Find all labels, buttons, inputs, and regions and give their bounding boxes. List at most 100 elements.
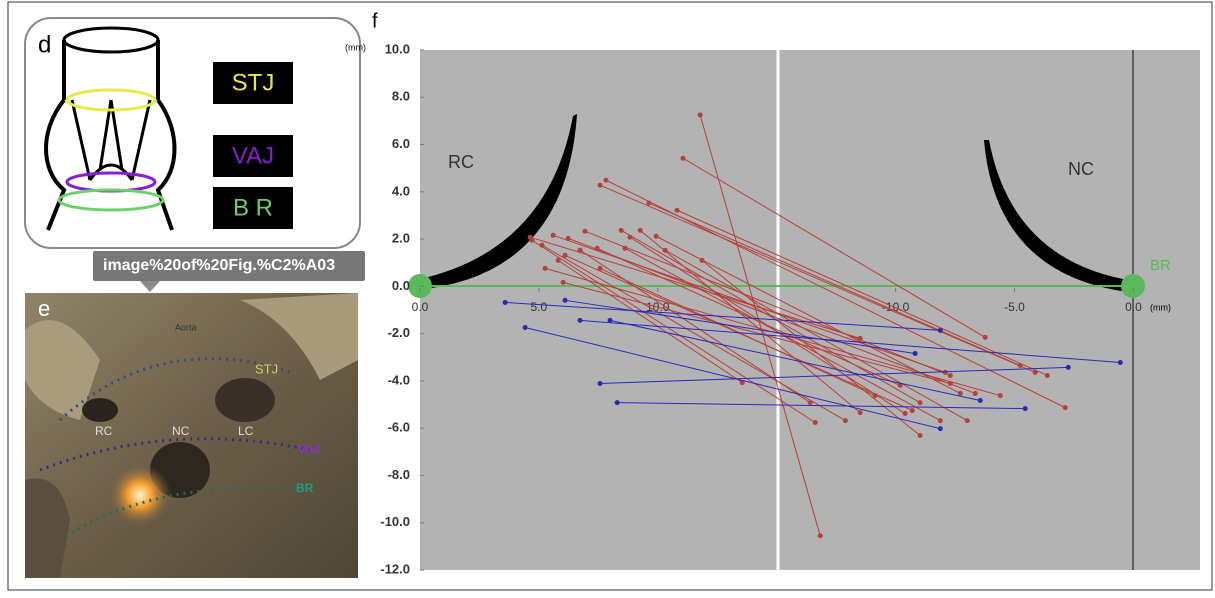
- point: [618, 227, 624, 233]
- point: [842, 418, 848, 424]
- point: [674, 207, 680, 213]
- point: [977, 398, 983, 404]
- segment: [682, 157, 986, 338]
- point: [646, 200, 652, 206]
- point: [937, 426, 943, 432]
- segment: [505, 301, 941, 331]
- point: [565, 235, 571, 241]
- tag-box: [213, 187, 293, 229]
- y-tick-label: 2.0: [392, 231, 410, 246]
- point: [1062, 405, 1068, 411]
- nc-cusp: [984, 140, 1136, 293]
- segment: [531, 239, 816, 423]
- point: [550, 232, 556, 238]
- segment: [563, 281, 951, 384]
- y-tick-label: -8.0: [388, 467, 410, 482]
- annotation: RC: [448, 152, 474, 172]
- y-tick-label: 8.0: [392, 89, 410, 104]
- point: [917, 433, 923, 439]
- annotation: BR: [1150, 257, 1171, 274]
- point: [577, 317, 583, 323]
- point: [653, 233, 659, 239]
- point: [937, 327, 943, 333]
- y-tick-label: -6.0: [388, 420, 410, 435]
- point: [1022, 406, 1028, 412]
- point: [597, 381, 603, 387]
- segment: [564, 299, 916, 354]
- x-tick-label: -5.0: [1004, 300, 1025, 314]
- point: [997, 393, 1003, 399]
- photo-shapes: [25, 293, 358, 578]
- y-tick-label: 4.0: [392, 183, 410, 198]
- segment: [617, 402, 1026, 410]
- point: [817, 533, 823, 539]
- y-tick-label: 10.0: [385, 41, 410, 56]
- panel-d-box: [24, 17, 361, 249]
- x-tick-label: 0.0: [1125, 300, 1142, 314]
- point: [502, 299, 508, 305]
- x-unit: (mm): [1150, 302, 1171, 312]
- point: [1117, 359, 1123, 365]
- point: [739, 380, 745, 386]
- point: [972, 390, 978, 396]
- point: [1044, 372, 1050, 378]
- y-tick-label: -2.0: [388, 325, 410, 340]
- segment: [609, 319, 981, 402]
- point: [917, 400, 923, 406]
- segment: [664, 249, 968, 422]
- tag: VAJ: [232, 142, 274, 169]
- segment: [584, 230, 951, 376]
- point: [982, 334, 988, 340]
- point: [857, 410, 863, 416]
- panel-label: e: [38, 296, 50, 321]
- point: [680, 155, 686, 161]
- tag: B R: [233, 194, 273, 221]
- point: [607, 317, 613, 323]
- photo-label: VAJ: [298, 442, 320, 456]
- point: [909, 407, 915, 413]
- segment: [639, 229, 861, 413]
- segment: [524, 327, 941, 430]
- segment: [541, 244, 846, 422]
- point: [697, 112, 703, 118]
- y-tick-label: -4.0: [388, 372, 410, 387]
- plot-area: [420, 50, 1200, 570]
- segment: [600, 366, 1069, 385]
- tooltip-text: image%20of%20Fig.%C2%A03: [103, 257, 335, 274]
- x-tick-label: 0.0: [412, 300, 429, 314]
- point: [582, 228, 588, 234]
- y-tick-label: -10.0: [380, 514, 410, 529]
- photo-label: NC: [172, 424, 190, 438]
- photo-label: BR: [296, 481, 314, 495]
- segment: [599, 184, 1036, 373]
- segment: [629, 236, 906, 414]
- tooltip-arrow: [140, 281, 160, 292]
- point: [562, 252, 568, 258]
- y-tick-label: 0.0: [392, 278, 410, 293]
- point: [529, 237, 535, 243]
- photo-label: Aorta: [175, 322, 197, 332]
- chart: RC NC BR (mm) (mm): [345, 42, 1200, 570]
- point: [597, 182, 603, 188]
- panel-label: f: [372, 10, 378, 32]
- photo-label: RC: [95, 424, 113, 438]
- y-tick-label: 6.0: [392, 136, 410, 151]
- tag: STJ: [232, 69, 275, 96]
- point: [964, 418, 970, 424]
- segment: [648, 202, 1021, 367]
- panel-label: d: [38, 31, 51, 58]
- point: [902, 411, 908, 417]
- point: [807, 400, 813, 406]
- segment: [580, 319, 1121, 363]
- point: [627, 234, 633, 240]
- point: [937, 418, 943, 424]
- point: [555, 257, 561, 263]
- point: [560, 279, 566, 285]
- point: [897, 382, 903, 388]
- point: [699, 257, 705, 263]
- photo-label: LC: [238, 424, 254, 438]
- tag-box: [213, 135, 293, 177]
- segment: [624, 247, 941, 422]
- y-unit: (mm): [345, 42, 366, 52]
- point: [603, 177, 609, 183]
